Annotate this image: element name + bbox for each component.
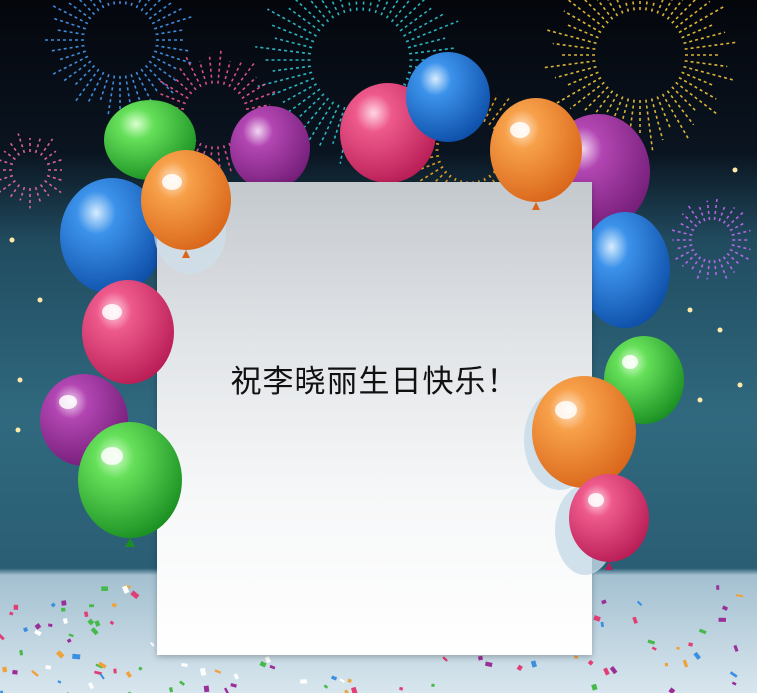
balloon-blue-left: [60, 178, 164, 294]
greeting-card: [157, 182, 592, 655]
balloon-blue-top: [406, 52, 490, 142]
balloon-green-top-left: [104, 100, 196, 180]
balloon-purple-top: [230, 106, 310, 190]
greeting-message: 祝李晓丽生日快乐！: [230, 364, 519, 400]
balloon-blue-right: [580, 212, 670, 328]
